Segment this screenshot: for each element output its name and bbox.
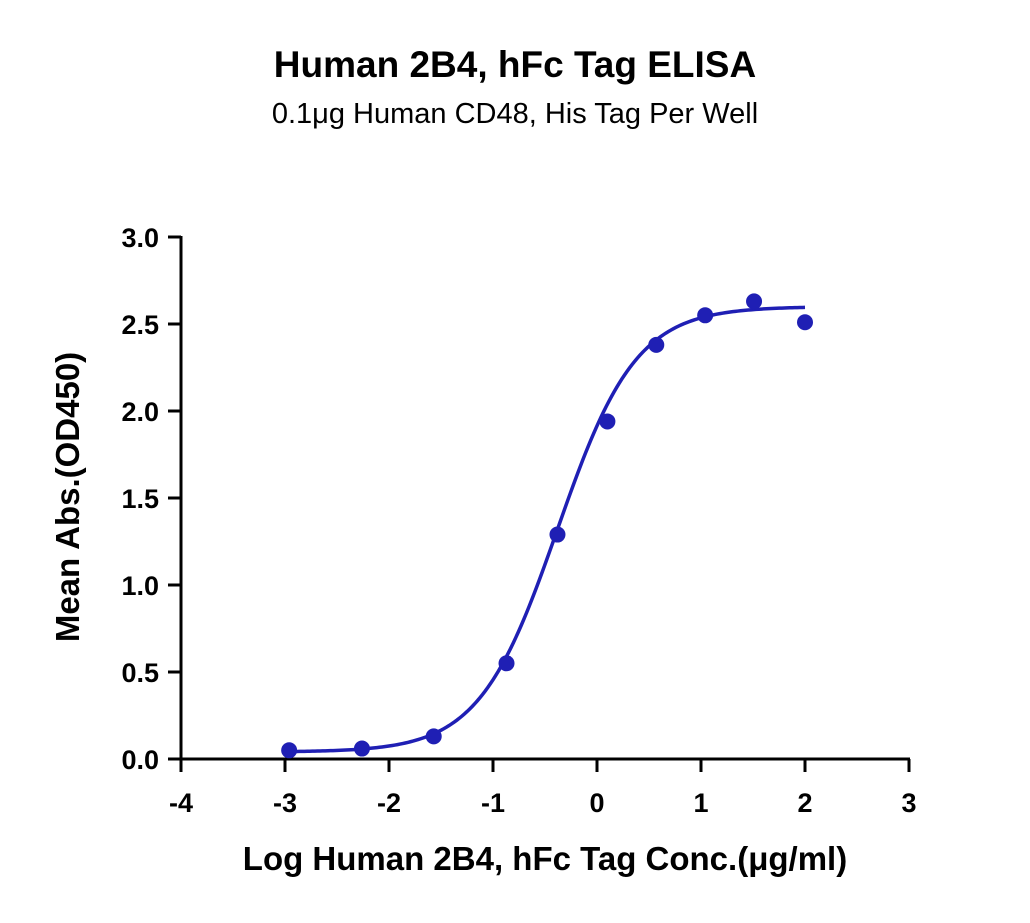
data-points-layer <box>281 293 813 759</box>
x-axis-title: Log Human 2B4, hFc Tag Conc.(μg/ml) <box>243 840 847 877</box>
chart-title: Human 2B4, hFc Tag ELISA <box>273 44 757 85</box>
data-point <box>746 293 763 310</box>
data-point <box>281 742 298 759</box>
y-tick-label: 1.0 <box>121 571 159 601</box>
x-tick-label: -1 <box>481 788 505 818</box>
data-point <box>648 336 665 353</box>
y-axis-title: Mean Abs.(OD450) <box>49 352 86 642</box>
x-tick-label: -2 <box>377 788 401 818</box>
x-tick-label: -4 <box>169 788 193 818</box>
data-point <box>498 655 515 672</box>
y-tick-label: 2.0 <box>121 397 159 427</box>
y-tick-label: 0.5 <box>121 658 159 688</box>
data-point <box>599 413 616 430</box>
ticks: -4 -3 -2 -1 0 1 2 3 0.0 0.5 1.0 1.5 2.0 2.5 3.0 <box>121 223 916 818</box>
data-point <box>353 740 370 757</box>
x-tick-label: 1 <box>693 788 708 818</box>
x-tick-label: 2 <box>797 788 812 818</box>
fit-curve-layer <box>289 305 806 754</box>
y-tick-label: 1.5 <box>121 484 159 514</box>
data-point <box>549 526 566 543</box>
y-tick-label: 2.5 <box>121 310 159 340</box>
x-tick-label: -3 <box>273 788 297 818</box>
data-point <box>697 307 714 324</box>
y-tick-label: 3.0 <box>121 223 159 253</box>
y-tick-label: 0.0 <box>121 745 159 775</box>
fit-curve-line <box>289 305 806 754</box>
data-point <box>797 314 813 331</box>
x-tick-label: 0 <box>589 788 604 818</box>
axes <box>179 236 910 761</box>
x-tick-label: 3 <box>901 788 916 818</box>
chart-subtitle: 0.1μg Human CD48, His Tag Per Well <box>271 98 759 130</box>
data-point <box>425 728 442 745</box>
